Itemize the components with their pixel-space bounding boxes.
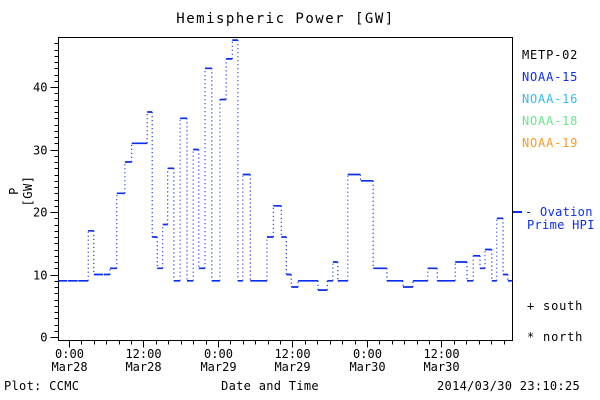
svg-text:0:00: 0:00 (55, 347, 84, 361)
svg-text:12:00: 12:00 (423, 347, 459, 361)
svg-text:Mar30: Mar30 (349, 360, 385, 374)
svg-text:0:00: 0:00 (204, 347, 233, 361)
svg-text:12:00: 12:00 (125, 347, 161, 361)
svg-text:Mar29: Mar29 (274, 360, 310, 374)
legend-item-metp02: METP-02 (522, 48, 579, 62)
legend-item-noaa15: NOAA-15 (522, 70, 579, 84)
svg-text:40: 40 (33, 81, 47, 95)
svg-text:Mar29: Mar29 (200, 360, 236, 374)
legend-item-noaa16: NOAA-16 (522, 92, 579, 106)
ovation-line-legend: - Ovation Prime HPI (513, 206, 599, 232)
svg-text:0: 0 (40, 331, 47, 345)
line-sample-icon (513, 211, 522, 214)
ovation-legend-line1: - Ovation (513, 206, 599, 219)
south-marker-legend: + south (527, 299, 584, 313)
svg-text:30: 30 (33, 144, 47, 158)
svg-text:Mar28: Mar28 (125, 360, 161, 374)
ovation-legend-line2: Prime HPI (527, 218, 595, 232)
svg-text:Mar28: Mar28 (51, 360, 87, 374)
svg-text:Mar30: Mar30 (423, 360, 459, 374)
x-axis-title: Date and Time (221, 379, 319, 393)
chart-title: Hemispheric Power [GW] (176, 11, 395, 27)
satellite-legend: METP-02 NOAA-15 NOAA-16 NOAA-18 NOAA-19 (522, 44, 578, 154)
plot-timestamp: 2014/03/30 23:10:25 (437, 379, 580, 393)
svg-text:20: 20 (33, 206, 47, 220)
svg-text:0:00: 0:00 (353, 347, 382, 361)
svg-text:10: 10 (33, 269, 47, 283)
svg-text:12:00: 12:00 (274, 347, 310, 361)
legend-item-noaa18: NOAA-18 (522, 114, 579, 128)
plot-credit: Plot: CCMC (4, 379, 80, 393)
north-marker-legend: * north (527, 330, 584, 344)
legend-item-noaa19: NOAA-19 (522, 136, 579, 150)
